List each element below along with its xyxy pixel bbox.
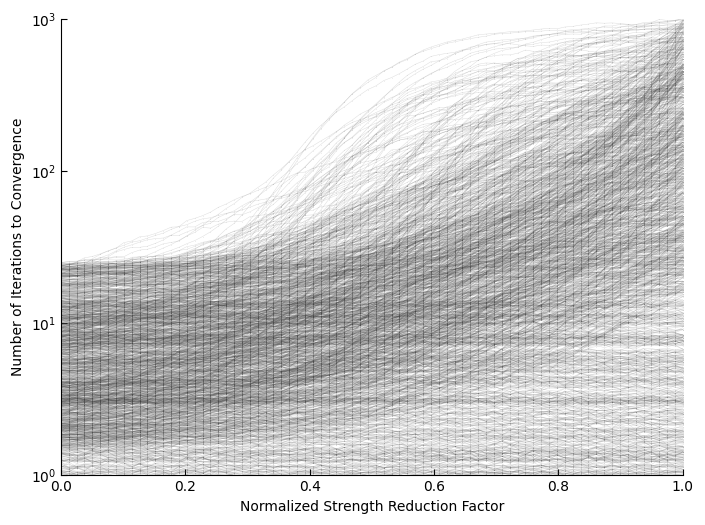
- Y-axis label: Number of Iterations to Convergence: Number of Iterations to Convergence: [11, 118, 25, 376]
- X-axis label: Normalized Strength Reduction Factor: Normalized Strength Reduction Factor: [240, 500, 504, 514]
